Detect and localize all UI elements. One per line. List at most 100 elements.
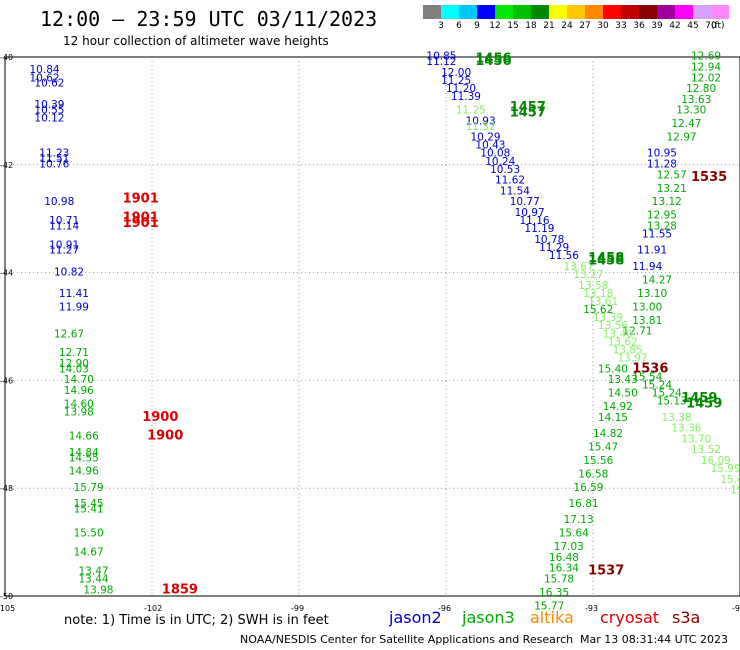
wave-height-label: 15.47 (588, 441, 618, 453)
wave-height-label: 10.84 (30, 64, 60, 76)
wave-height-label: 12.02 (691, 72, 721, 84)
lat-axis-label: -42 (0, 161, 13, 170)
wave-height-label: 13.18 (583, 288, 613, 300)
wave-height-label: 11.23 (39, 148, 69, 160)
wave-height-label: 16.81 (569, 498, 599, 510)
wave-height-label: 11.29 (539, 242, 569, 254)
wave-height-label: 14.27 (642, 274, 672, 286)
legend-swatch (513, 5, 531, 19)
wave-height-label: 10.82 (54, 266, 84, 278)
wave-height-label: 12.71 (59, 347, 89, 359)
wave-height-label: 11.28 (647, 158, 677, 170)
pass-time-label: 1901 (123, 192, 159, 207)
wave-height-label: 16.58 (578, 468, 608, 480)
legend-swatch (423, 5, 441, 19)
footer-credit: NOAA/NESDIS Center for Satellite Applica… (240, 633, 574, 646)
legend-tick-label: 45 (687, 21, 699, 31)
wave-height-label: 15.24 (642, 379, 672, 391)
wave-height-label: 15.40 (598, 363, 628, 375)
lon-axis-label: -90 (732, 604, 740, 613)
wave-height-label: 15.41 (74, 503, 104, 515)
wave-height-label: 14.66 (69, 431, 99, 443)
wave-height-label: 10.98 (44, 196, 74, 208)
wave-height-label: 12.71 (622, 326, 652, 338)
wave-height-label: 14.70 (64, 374, 94, 386)
wave-height-label: 13.97 (618, 353, 648, 365)
legend-tick-label: 15 (507, 21, 519, 31)
wave-height-label: 11.51 (39, 153, 69, 165)
legend-swatch (441, 5, 459, 19)
wave-height-label: 11.25 (441, 75, 471, 87)
wave-height-label: 15.44 (720, 474, 740, 486)
wave-height-label: 12.69 (691, 51, 721, 63)
color-scale-labels: 3 6 9 12 15 18 21 24 27 30 33 36 39 42 45 70 (423, 21, 720, 31)
wave-height-label: 13.36 (671, 423, 701, 435)
lon-axis-label: -99 (291, 604, 304, 613)
pass-time-label: 1456 (475, 51, 511, 66)
wave-height-label: 11.91 (637, 245, 667, 257)
wave-height-label: 13.85 (613, 344, 643, 356)
wave-height-label: 10.62 (30, 72, 60, 84)
wave-height-label: 14.60 (64, 398, 94, 410)
wave-height-label: 10.24 (485, 156, 515, 168)
wave-height-label: 16.59 (573, 482, 603, 494)
wave-height-label: 13.12 (652, 196, 682, 208)
wave-height-label: 12.80 (686, 83, 716, 95)
wave-height-label: 15.54 (632, 371, 662, 383)
pass-time-label: 1901 (123, 210, 159, 225)
lat-axis-label: -48 (0, 484, 13, 493)
pass-time-label: 1859 (162, 582, 198, 597)
legend-tick-label: 36 (633, 21, 645, 31)
footer-timestamp: Mar 13 08:31:44 UTC 2023 (580, 633, 728, 646)
wave-height-label: 13.58 (578, 280, 608, 292)
wave-height-label: 10.76 (39, 158, 69, 170)
satellite-name-altika: altika (530, 608, 574, 627)
wave-height-label: 12.47 (671, 118, 701, 130)
wave-height-label: 11.12 (426, 56, 456, 68)
legend-tick-label: 30 (597, 21, 609, 31)
legend-swatch (549, 5, 567, 19)
wave-height-label: 10.29 (471, 132, 501, 144)
wave-height-label: 16.48 (549, 552, 579, 564)
wave-height-label: 14.96 (69, 466, 99, 478)
page-title: 12:00 — 23:59 UTC 03/11/2023 (40, 7, 378, 31)
pass-time-label: 1458 (588, 251, 624, 266)
lon-axis-label: -102 (144, 604, 162, 613)
legend-tick-label: 3 (438, 21, 444, 31)
wave-height-label: 12.94 (691, 61, 721, 73)
wave-height-label: 15.77 (534, 600, 564, 612)
wave-height-label: 10.77 (510, 196, 540, 208)
legend-tick-label: 42 (669, 21, 681, 31)
wave-height-label: 13.43 (608, 374, 638, 386)
legend-tick-label: 70 (705, 21, 717, 31)
wave-height-label: 11.99 (59, 301, 89, 313)
wave-height-label: 13.70 (681, 433, 711, 445)
color-scale-legend (423, 5, 740, 19)
wave-height-label: 13.28 (647, 220, 677, 232)
wave-height-label: 11.16 (520, 215, 550, 227)
pass-time-label: 1536 (632, 361, 668, 376)
wave-height-label: 15.13 (657, 396, 687, 408)
wave-height-label: 14.84 (69, 447, 99, 459)
lat-axis-label: -46 (0, 376, 13, 385)
wave-height-label: 10.08 (480, 148, 510, 160)
legend-swatch (729, 5, 740, 19)
wave-height-label: 13.44 (79, 574, 109, 586)
legend-tick-label: 27 (579, 21, 591, 31)
legend-tick-label: 33 (615, 21, 627, 31)
pass-time-label: 1900 (142, 410, 178, 425)
pass-time-label: 1459 (681, 391, 717, 406)
wave-height-label: 12.97 (667, 132, 697, 144)
wave-height-label: 10.97 (515, 207, 545, 219)
legend-swatch (603, 5, 621, 19)
lat-axis-label: -40 (0, 53, 13, 62)
wave-height-label: 13.40 (603, 328, 633, 340)
legend-swatch (585, 5, 603, 19)
lat-axis-label: -44 (0, 269, 13, 278)
wave-height-label: 13.47 (79, 565, 109, 577)
wave-height-label: 10.55 (34, 105, 64, 117)
wave-height-label: 10.62 (34, 78, 64, 90)
satellite-name-cryosat: cryosat (600, 608, 660, 627)
pass-time-label: 1456 (475, 54, 511, 69)
